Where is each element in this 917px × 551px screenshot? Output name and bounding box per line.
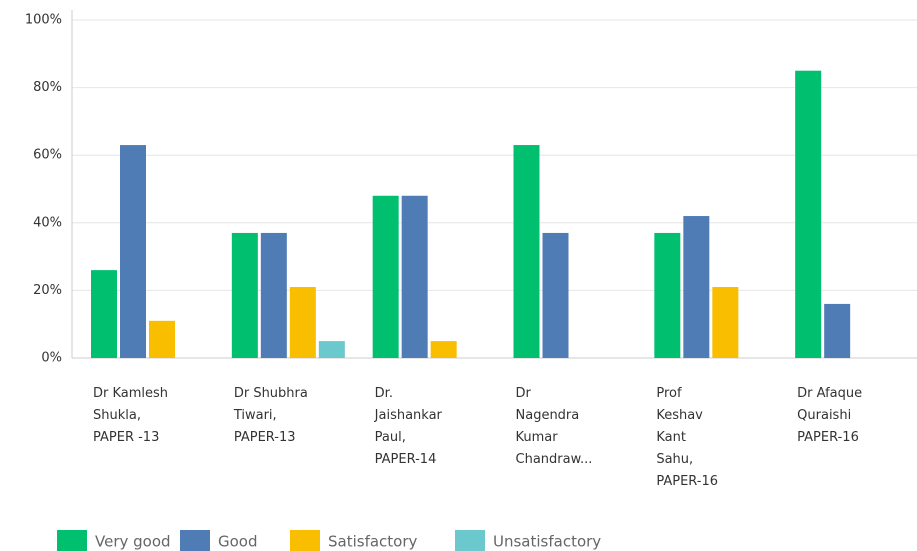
legend-swatch bbox=[180, 530, 210, 551]
bar bbox=[824, 303, 851, 358]
x-tick-label: Prof Keshav Kant Sahu, PAPER-16 bbox=[656, 386, 718, 489]
legend-label: Good bbox=[218, 533, 258, 551]
y-tick-label: 100% bbox=[25, 13, 62, 28]
legend-label: Satisfactory bbox=[328, 533, 418, 551]
bar bbox=[654, 232, 681, 358]
legend-swatch bbox=[290, 530, 320, 551]
bar bbox=[260, 232, 287, 358]
y-tick-label: 0% bbox=[41, 351, 62, 366]
legend-label: Unsatisfactory bbox=[493, 533, 601, 551]
bar bbox=[712, 287, 739, 358]
bar bbox=[372, 195, 399, 358]
bar bbox=[120, 145, 146, 358]
bar bbox=[231, 232, 258, 358]
legend-swatch bbox=[57, 530, 87, 551]
x-tick-label: Dr. Jaishankar Paul, PAPER-14 bbox=[374, 386, 443, 467]
x-tick-label: Dr Shubhra Tiwari, PAPER-13 bbox=[233, 386, 308, 445]
bar bbox=[149, 320, 175, 358]
bar bbox=[401, 195, 428, 358]
y-tick-label: 80% bbox=[33, 80, 62, 95]
x-tick-label: Dr Kamlesh Shukla, PAPER -13 bbox=[93, 386, 168, 445]
legend-label: Very good bbox=[95, 533, 171, 551]
bar bbox=[289, 287, 316, 358]
y-tick-label: 20% bbox=[33, 283, 62, 298]
bar bbox=[430, 341, 457, 358]
legend-swatch bbox=[455, 530, 485, 551]
bar bbox=[318, 341, 345, 358]
x-tick-label: Dr Nagendra Kumar Chandraw... bbox=[516, 386, 593, 467]
y-tick-label: 40% bbox=[33, 215, 62, 230]
bar bbox=[542, 232, 569, 358]
x-tick-label: Dr Afaque Quraishi PAPER-16 bbox=[797, 386, 862, 445]
bar bbox=[683, 216, 710, 358]
bar bbox=[91, 270, 117, 358]
y-tick-label: 60% bbox=[33, 148, 62, 163]
bar bbox=[513, 145, 540, 358]
bar bbox=[795, 70, 822, 358]
